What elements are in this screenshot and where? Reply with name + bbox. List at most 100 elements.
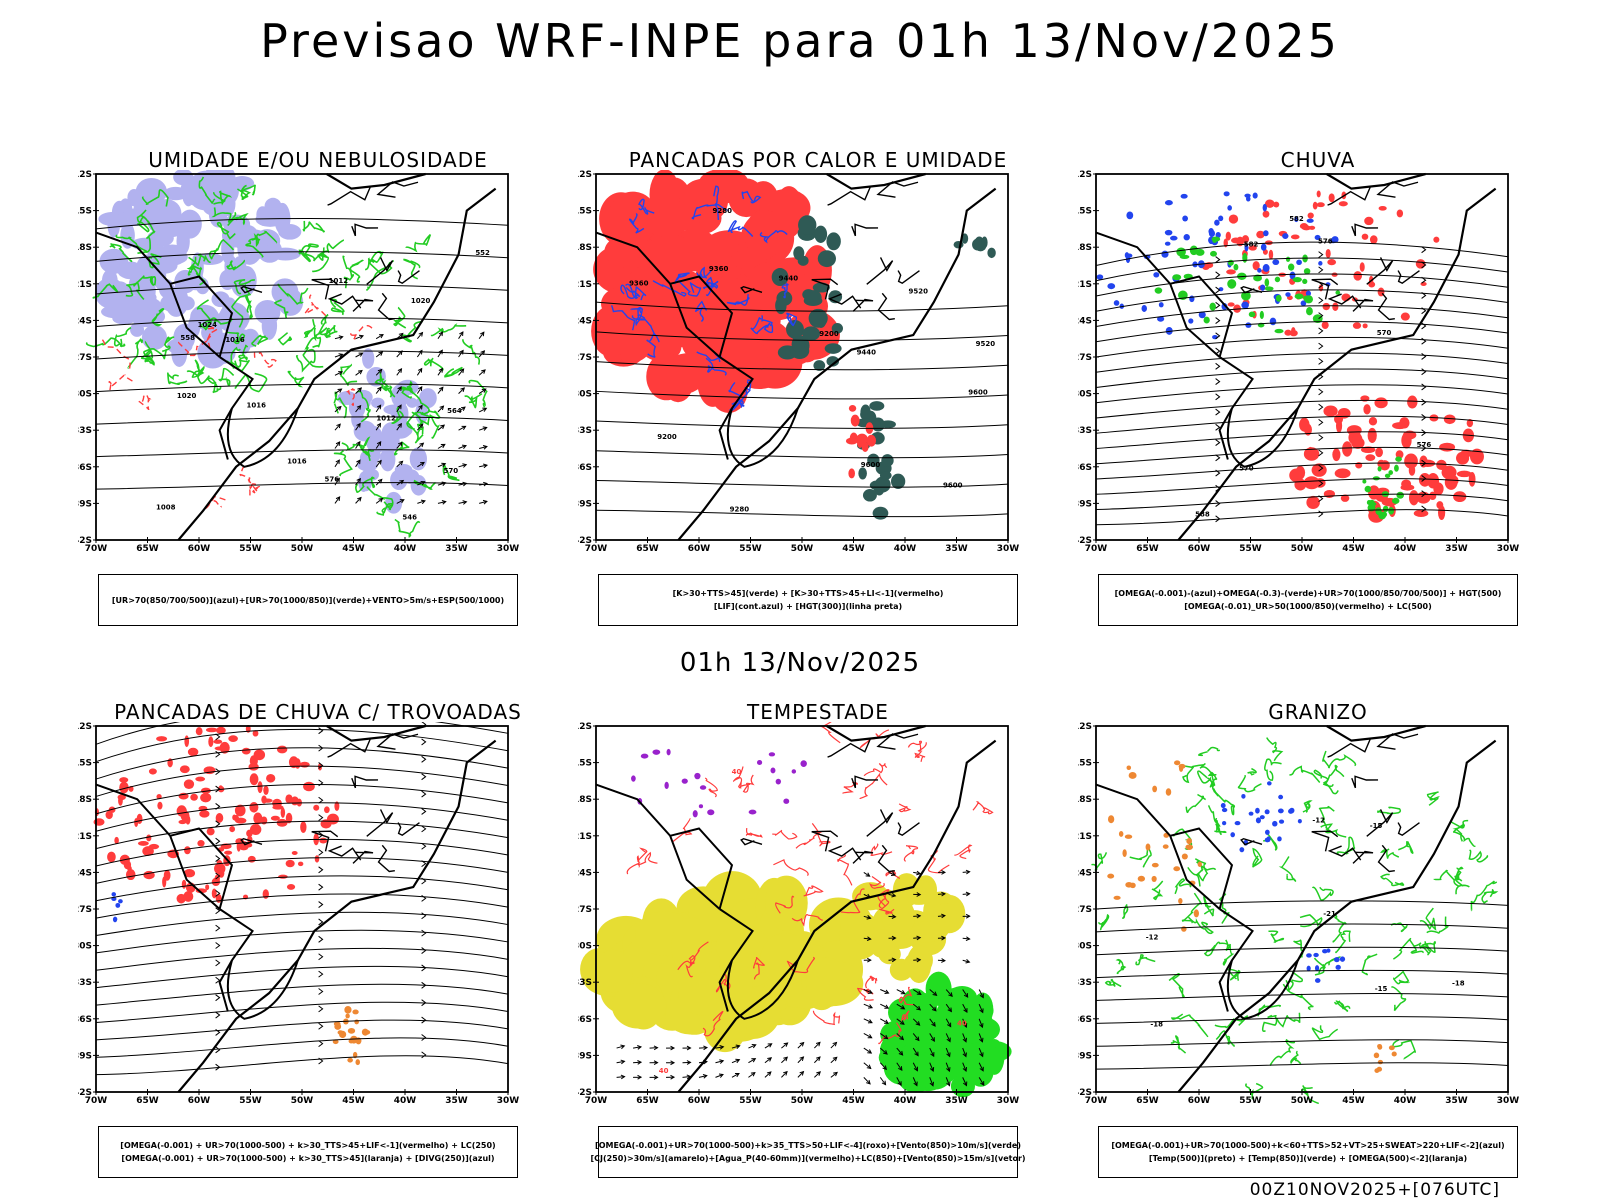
wind-vector-head [336,423,341,429]
wind-vector-head [670,1060,676,1066]
shade-cell [1384,473,1391,478]
streamline-group [95,722,509,1076]
streamline [1095,321,1509,343]
shade-cell [1408,490,1419,506]
contour-line [859,772,888,800]
shade-cell [1292,276,1302,283]
wind-vector [978,1077,985,1086]
wind-vector [929,989,937,996]
shade-cell [1113,895,1121,900]
wind-vector [355,387,362,394]
shade-cell [1288,263,1295,271]
wind-vector-head [335,459,340,465]
contour-line [423,357,444,371]
shade-cell [218,302,250,334]
wind-vector [375,351,383,358]
wind-vector [478,407,487,413]
lon-tick-label: 45W [342,544,365,554]
wind-vector [416,405,423,413]
streamline-arrow [421,912,427,920]
shade-cell [1181,853,1188,860]
shade-cell [1153,272,1160,278]
streamline [1095,993,1509,1001]
wind-vector-head [941,935,946,941]
shade-cell [901,996,935,1017]
contour-line [1203,941,1230,957]
shade-cell [1226,269,1236,275]
contour-line [342,255,355,289]
shade-cell [1230,237,1241,244]
country-border [226,407,299,468]
state-border [1397,270,1420,285]
shade-cell [1323,405,1338,417]
wind-vector-head [948,992,953,998]
shade-cell [1306,307,1313,316]
contour-line [239,465,258,492]
wind-vector [458,501,467,504]
wind-vector [797,1071,804,1078]
streamline [95,1055,509,1076]
contour-value-label: 9600 [943,481,963,489]
contour-value-label: 9360 [629,280,649,288]
shade-cell [205,727,218,733]
shade-cell [891,473,906,489]
contour-line [1264,758,1282,781]
state-border [1377,844,1395,873]
contour-value-label: 9600 [861,461,881,469]
contour-line [324,325,338,339]
shade-cell [222,190,236,217]
wind-vector-head [962,1081,968,1087]
contour-line [287,370,305,388]
wind-vector [355,405,362,413]
contour-value-label: 570 [1239,464,1254,472]
lat-tick-label: 39S [1078,1051,1092,1061]
contour-line [685,941,709,978]
contour-line [231,284,252,328]
shade-cell [1295,465,1306,480]
wind-vector [962,871,970,873]
shade-cell [1395,456,1402,462]
wind-vector-head [338,335,344,340]
shade-cell [1278,794,1284,800]
shade-cell [347,1027,356,1034]
contour-line [907,740,927,752]
lat-tick-label: 24S [578,868,592,878]
wind-vector-head [397,368,403,373]
contour-line [234,372,268,393]
state-border [366,257,394,285]
contour-line [379,371,393,398]
contour-line [878,1022,902,1045]
wind-vector [437,424,445,431]
shade-cell [1294,216,1299,223]
shade-cell [1377,1059,1384,1065]
streamline-arrow [215,1011,221,1019]
shade-cell [1221,807,1228,813]
wind-vector [715,1046,724,1049]
lat-tick-label: 33S [1078,426,1092,436]
streamline [595,480,1009,488]
wind-vector [355,497,362,504]
shade-cell [200,792,212,803]
panel-title: UMIDADE E/OU NEBULOSIDADE [148,148,488,172]
country-border [669,283,721,358]
wind-vector [962,989,969,998]
shade-cell [881,454,894,467]
shade-cell [1396,491,1404,499]
wind-vector [437,386,444,394]
contour-line [1252,847,1263,868]
shade-cell [1245,322,1252,328]
shade-cell [1328,193,1335,203]
state-border [851,775,879,789]
shade-cell [1305,290,1311,297]
contour-line [1104,978,1122,988]
state-border [240,838,263,846]
wind-vector [863,1047,872,1054]
shade-cell [371,397,385,409]
streamline-arrow [1318,251,1324,259]
shade-cell [824,343,842,354]
streamline-arrow [421,860,427,868]
lon-tick-label: 35W [1445,1096,1468,1106]
state-border [1240,286,1263,294]
state-border [877,844,895,873]
shade-cell [666,748,671,756]
